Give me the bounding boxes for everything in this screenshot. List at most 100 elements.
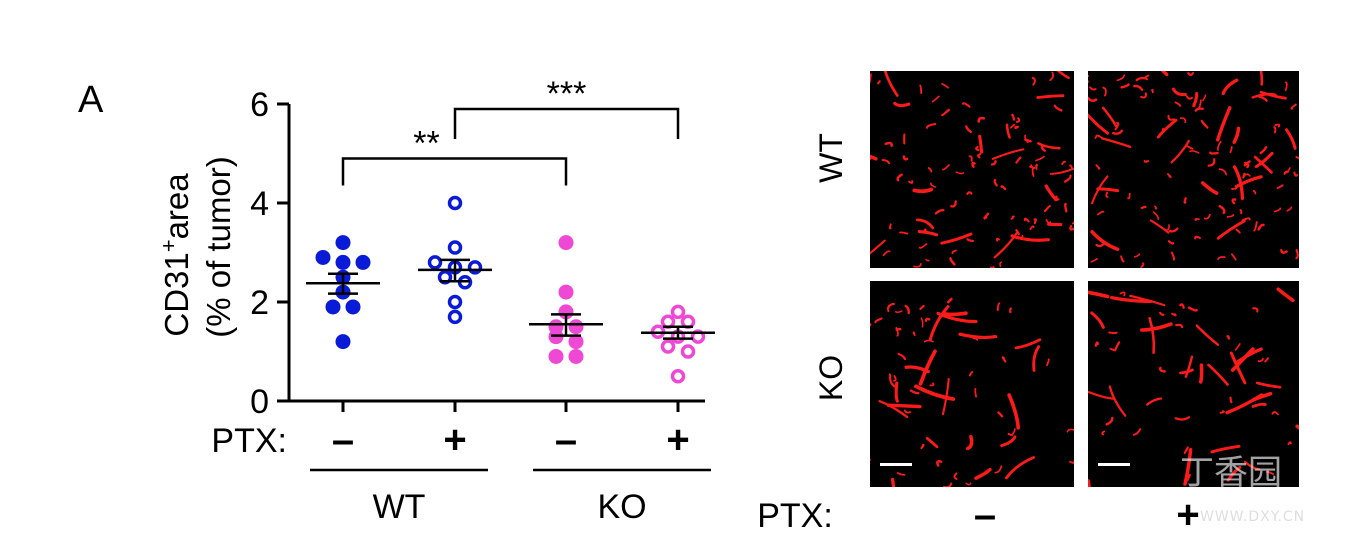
vessel-segment xyxy=(1195,324,1220,346)
vessel-segment xyxy=(1183,197,1187,204)
vessel-segment xyxy=(1231,198,1237,205)
vessel-segment xyxy=(1094,341,1099,347)
vessel-segment xyxy=(1251,92,1277,99)
vessel-segment xyxy=(1167,173,1172,179)
vessel-segment xyxy=(1162,127,1166,132)
vessel-segment xyxy=(1234,175,1263,189)
data-point xyxy=(447,240,463,255)
vessel-segment xyxy=(1047,222,1063,227)
vessel-segment xyxy=(1015,235,1024,240)
vessel-segment xyxy=(919,304,925,311)
vessel-segment xyxy=(1159,366,1166,373)
vessel-segment xyxy=(1259,90,1287,100)
vessel-segment xyxy=(927,167,933,173)
vessel-segment xyxy=(1254,151,1274,169)
vessel-segment xyxy=(966,191,973,195)
vessel-segment xyxy=(1088,290,1110,299)
vessel-segment xyxy=(994,465,1003,474)
vessel-segment xyxy=(924,317,931,323)
vessel-segment xyxy=(1295,424,1299,430)
chart-axes: 0 2 4 6 xyxy=(250,86,705,421)
vessel-segment xyxy=(1265,470,1274,475)
micrograph-col-label-minus: – xyxy=(974,493,996,537)
vessel-segment xyxy=(934,209,945,215)
vessel-segment xyxy=(904,304,910,315)
ptx-sign: + xyxy=(443,418,466,462)
vessel-segment xyxy=(936,460,943,467)
vessel-segment xyxy=(1234,343,1241,351)
micrograph-ko-minus xyxy=(870,281,1074,487)
vessel-segment xyxy=(1015,229,1020,236)
vessel-segment xyxy=(1069,460,1074,464)
data-point xyxy=(670,304,686,320)
vessel-segment xyxy=(991,148,1025,160)
vessel-segment xyxy=(983,216,988,220)
micrograph-ptx-label: PTX: xyxy=(757,497,833,535)
vessel-segment xyxy=(1255,381,1282,389)
vessel-segment xyxy=(947,297,953,304)
vessel-segment xyxy=(1295,248,1299,260)
vessel-segment xyxy=(886,403,922,409)
vessel-segment xyxy=(1285,128,1297,150)
vessel-segment xyxy=(1259,146,1268,155)
vessel-segment xyxy=(999,261,1003,268)
y-axis-title-superscript: + xyxy=(156,239,181,252)
vessel-segment xyxy=(1170,251,1176,261)
vessel-segment xyxy=(878,400,909,419)
data-point xyxy=(680,344,696,359)
vessel-segment xyxy=(1140,262,1145,268)
vessel-segment xyxy=(1186,145,1194,150)
micrograph-ko-plus xyxy=(1088,281,1299,487)
vessel-segment xyxy=(1241,217,1251,222)
vessel-segment xyxy=(997,411,1004,418)
vessel-segment xyxy=(1005,456,1035,480)
vessel-segment xyxy=(1290,103,1297,110)
vessel-segment xyxy=(870,154,878,161)
vessel-segment xyxy=(1280,249,1288,254)
vessel-segment xyxy=(1089,86,1097,91)
data-point xyxy=(325,299,341,315)
vessel-segment xyxy=(1152,211,1160,220)
vessel-segment xyxy=(1090,230,1120,252)
vessel-segment xyxy=(912,331,916,336)
significance-label: ** xyxy=(413,124,439,162)
vessel-segment xyxy=(969,371,974,377)
vessel-segment xyxy=(977,116,986,123)
vessel-segment xyxy=(1035,163,1039,170)
vessel-segment xyxy=(1183,446,1189,455)
y-tick-label: 6 xyxy=(250,86,269,124)
vessel-segment xyxy=(1216,106,1232,142)
significance-bracket xyxy=(341,157,568,186)
vessel-segment xyxy=(1114,341,1121,350)
vessel-segment xyxy=(1088,96,1098,102)
vessel-segment xyxy=(949,257,956,266)
vessel-staining xyxy=(1088,71,1299,268)
vessel-segment xyxy=(1056,71,1070,80)
vessel-segment xyxy=(1179,303,1185,309)
vessel-segment xyxy=(1036,94,1065,99)
significance-label: *** xyxy=(547,75,587,113)
vessel-segment xyxy=(1029,225,1035,231)
vessel-segment xyxy=(919,84,923,94)
significance-brackets: ***** xyxy=(341,75,680,186)
vessel-segment xyxy=(1035,155,1045,162)
vessel-segment xyxy=(1023,217,1030,223)
vessel-segment xyxy=(893,101,911,108)
x-axis-labels: PTX: – + – + WT KO xyxy=(211,418,711,526)
vessel-segment xyxy=(1061,160,1067,165)
ptx-sign: + xyxy=(666,418,689,462)
vessel-segment xyxy=(1009,307,1012,314)
micrograph-wt-plus xyxy=(1088,71,1299,268)
vessel-segment xyxy=(888,373,897,389)
y-axis-title-unit: (% of tumor) xyxy=(200,156,237,338)
vessel-segment xyxy=(1159,311,1165,316)
vessel-segment xyxy=(926,123,937,129)
vessel-segment xyxy=(1252,307,1259,313)
vessel-segment xyxy=(1043,204,1051,213)
vessel-segment xyxy=(955,171,965,175)
vessel-segment xyxy=(1120,255,1125,263)
vessel-segment xyxy=(903,409,911,414)
vessel-segment xyxy=(1066,428,1074,433)
vessel-segment xyxy=(894,310,903,313)
vessel-segment xyxy=(1014,125,1019,130)
